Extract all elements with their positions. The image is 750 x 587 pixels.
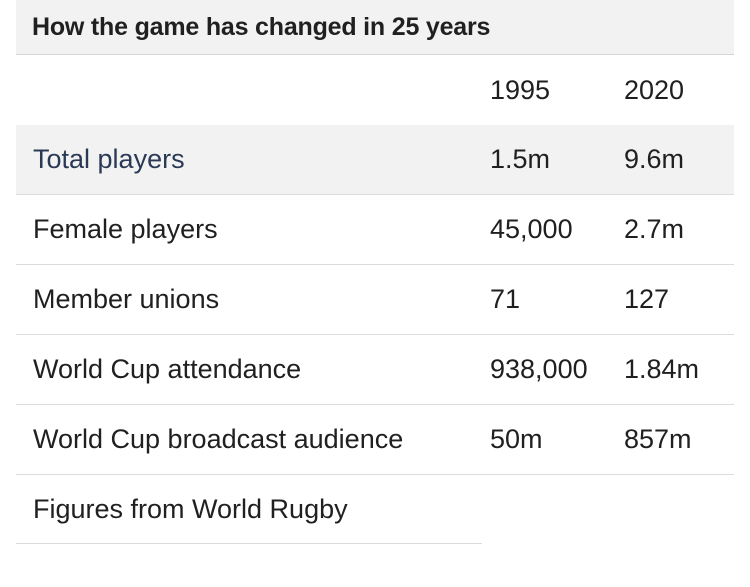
row-value-1995: 1.5m	[490, 125, 624, 195]
header-label-cell	[16, 55, 490, 125]
row-value-1995: 71	[490, 264, 624, 335]
header-1995: 1995	[490, 74, 551, 105]
source-note: Figures from World Rugby	[16, 475, 482, 544]
stats-table: 1995 2020 Total players 1.5m 9.6m Female…	[16, 55, 734, 475]
title-bar: How the game has changed in 25 years	[16, 0, 734, 55]
row-value-2020: 9.6m	[624, 125, 734, 195]
row-value-2020: 2.7m	[624, 194, 734, 265]
row-value-2020: 857m	[624, 404, 734, 475]
table-title: How the game has changed in 25 years	[32, 12, 491, 41]
table-row: Total players 1.5m 9.6m	[16, 125, 734, 195]
row-label: Member unions	[16, 264, 490, 335]
table-row: World Cup attendance 938,000 1.84m	[16, 334, 734, 405]
header-row: 1995 2020	[16, 55, 734, 125]
row-value-1995: 45,000	[490, 194, 624, 265]
row-value-1995: 50m	[490, 404, 624, 475]
header-2020: 2020	[624, 74, 685, 105]
row-label: World Cup attendance	[16, 334, 490, 405]
table-row: Female players 45,000 2.7m	[16, 194, 734, 265]
table-row: World Cup broadcast audience 50m 857m	[16, 404, 734, 475]
row-value-2020: 1.84m	[624, 334, 734, 405]
row-label: Total players	[16, 125, 490, 195]
row-value-2020: 127	[624, 264, 734, 335]
table-row: Member unions 71 127	[16, 264, 734, 335]
row-label: Female players	[16, 194, 490, 265]
stats-card: How the game has changed in 25 years 199…	[16, 0, 734, 544]
row-value-1995: 938,000	[490, 334, 624, 405]
row-label: World Cup broadcast audience	[16, 404, 490, 475]
